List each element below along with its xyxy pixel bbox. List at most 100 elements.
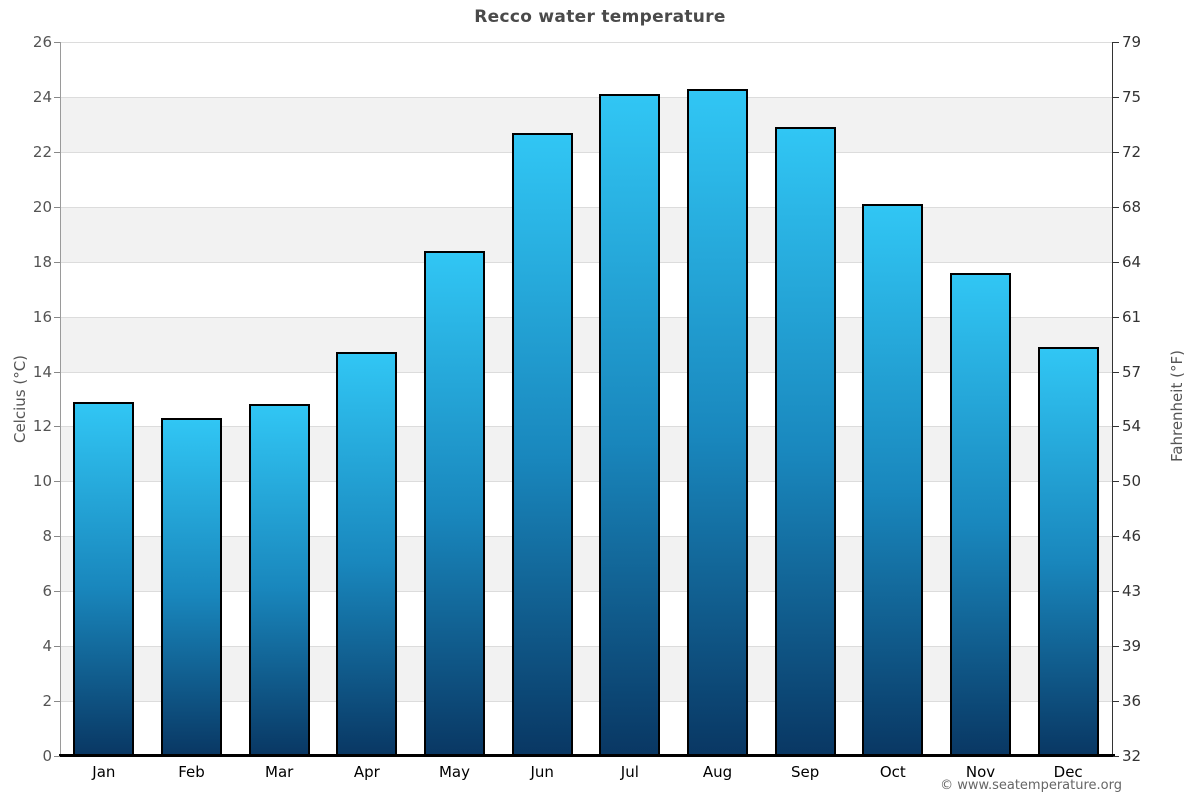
y-tick-left: [54, 316, 60, 318]
y-tick-left: [54, 536, 60, 538]
plot-band: [60, 371, 1112, 427]
plot-band: [60, 701, 1112, 756]
y-tick-right: [1113, 96, 1119, 98]
y-axis-title-fahrenheit: Fahrenheit (°F): [1168, 350, 1186, 462]
left-axis-line: [60, 42, 61, 756]
plot-band: [60, 426, 1112, 482]
x-axis-label-dec: Dec: [1053, 763, 1083, 781]
x-axis-label-nov: Nov: [965, 763, 996, 781]
y-tick-left: [54, 646, 60, 648]
y-tick-right: [1113, 591, 1119, 593]
plot-band: [60, 536, 1112, 592]
gridline: [60, 536, 1112, 538]
gridline: [60, 481, 1112, 483]
x-axis-label-jun: Jun: [530, 763, 554, 781]
bar-mar[interactable]: [248, 404, 310, 756]
y-tick-label-fahrenheit: 32: [1122, 747, 1142, 765]
y-tick-right: [1113, 481, 1119, 483]
y-tick-label-celsius: 22: [32, 142, 52, 161]
plot-band: [60, 96, 1112, 152]
y-tick-label-fahrenheit: 79: [1122, 33, 1142, 51]
x-axis-label-jan: Jan: [92, 763, 116, 781]
y-tick-label-fahrenheit: 50: [1122, 472, 1142, 491]
plot-band: [60, 42, 1112, 97]
y-tick-right: [1113, 371, 1119, 373]
y-tick-right: [1113, 206, 1119, 208]
y-tick-left: [54, 756, 60, 757]
y-tick-label-fahrenheit: 39: [1122, 637, 1142, 656]
y-tick-label-celsius: 10: [32, 472, 52, 491]
x-axis-baseline: [59, 754, 1115, 757]
y-tick-label-fahrenheit: 36: [1122, 692, 1142, 711]
y-tick-right: [1113, 261, 1119, 263]
bar-oct[interactable]: [862, 204, 924, 756]
bar-nov[interactable]: [950, 272, 1011, 756]
y-tick-label-celsius: 6: [42, 582, 52, 601]
y-tick-label-celsius: 20: [32, 197, 52, 216]
y-tick-label-fahrenheit: 61: [1122, 307, 1142, 326]
x-axis-label-oct: Oct: [879, 763, 906, 781]
bar-jan[interactable]: [73, 401, 135, 756]
y-tick-label-celsius: 12: [32, 417, 52, 436]
y-tick-label-fahrenheit: 46: [1122, 527, 1142, 546]
y-tick-label-celsius: 0: [42, 747, 52, 765]
bar-apr[interactable]: [336, 352, 398, 756]
y-tick-left: [54, 371, 60, 373]
y-tick-label-celsius: 4: [42, 637, 52, 656]
y-tick-right: [1113, 536, 1119, 538]
x-axis-label-mar: Mar: [265, 763, 294, 781]
gridline: [60, 701, 1112, 703]
y-tick-label-fahrenheit: 75: [1122, 87, 1142, 106]
y-tick-left: [54, 96, 60, 98]
y-tick-left: [54, 151, 60, 153]
y-tick-label-fahrenheit: 64: [1122, 252, 1142, 271]
y-tick-right: [1113, 42, 1119, 43]
plot-band: [60, 151, 1112, 207]
plot-area: [60, 42, 1112, 756]
gridline: [60, 591, 1112, 593]
y-tick-left: [54, 481, 60, 483]
gridline: [60, 206, 1112, 208]
y-tick-left: [54, 701, 60, 703]
y-tick-label-celsius: 18: [32, 252, 52, 271]
y-tick-left: [54, 591, 60, 593]
y-tick-label-fahrenheit: 68: [1122, 197, 1142, 216]
y-tick-label-fahrenheit: 43: [1122, 582, 1142, 601]
copyright-credit: © www.seatemperature.org: [940, 778, 1122, 793]
bar-aug[interactable]: [687, 88, 748, 756]
bar-dec[interactable]: [1037, 346, 1099, 756]
gridline: [60, 261, 1112, 263]
y-tick-label-fahrenheit: 57: [1122, 362, 1142, 381]
y-tick-left: [54, 206, 60, 208]
y-tick-right: [1113, 316, 1119, 318]
y-tick-right: [1113, 756, 1119, 757]
plot-band: [60, 481, 1112, 537]
y-tick-label-celsius: 14: [32, 362, 52, 381]
bar-may[interactable]: [424, 250, 485, 756]
gridline: [60, 426, 1112, 428]
x-axis-label-jul: Jul: [620, 763, 639, 781]
y-tick-label-fahrenheit: 54: [1122, 417, 1142, 436]
bar-jul[interactable]: [599, 94, 661, 756]
y-tick-right: [1113, 426, 1119, 428]
y-tick-label-celsius: 24: [32, 87, 52, 106]
bar-jun[interactable]: [511, 132, 573, 756]
x-axis-label-aug: Aug: [702, 763, 733, 781]
bar-feb[interactable]: [161, 418, 222, 756]
gridline: [60, 371, 1112, 373]
x-axis-label-apr: Apr: [353, 763, 380, 781]
plot-band: [60, 591, 1112, 647]
plot-band: [60, 206, 1112, 262]
right-axis-line: [1112, 42, 1113, 756]
plot-band: [60, 261, 1112, 317]
y-tick-right: [1113, 701, 1119, 703]
y-axis-title-celsius: Celcius (°C): [11, 354, 29, 444]
x-axis-label-feb: Feb: [178, 763, 205, 781]
y-tick-right: [1113, 151, 1119, 153]
x-axis-label-may: May: [438, 763, 470, 781]
gridline: [60, 646, 1112, 648]
y-tick-label-celsius: 2: [42, 692, 52, 711]
bar-sep[interactable]: [774, 127, 836, 756]
gridline: [60, 151, 1112, 153]
